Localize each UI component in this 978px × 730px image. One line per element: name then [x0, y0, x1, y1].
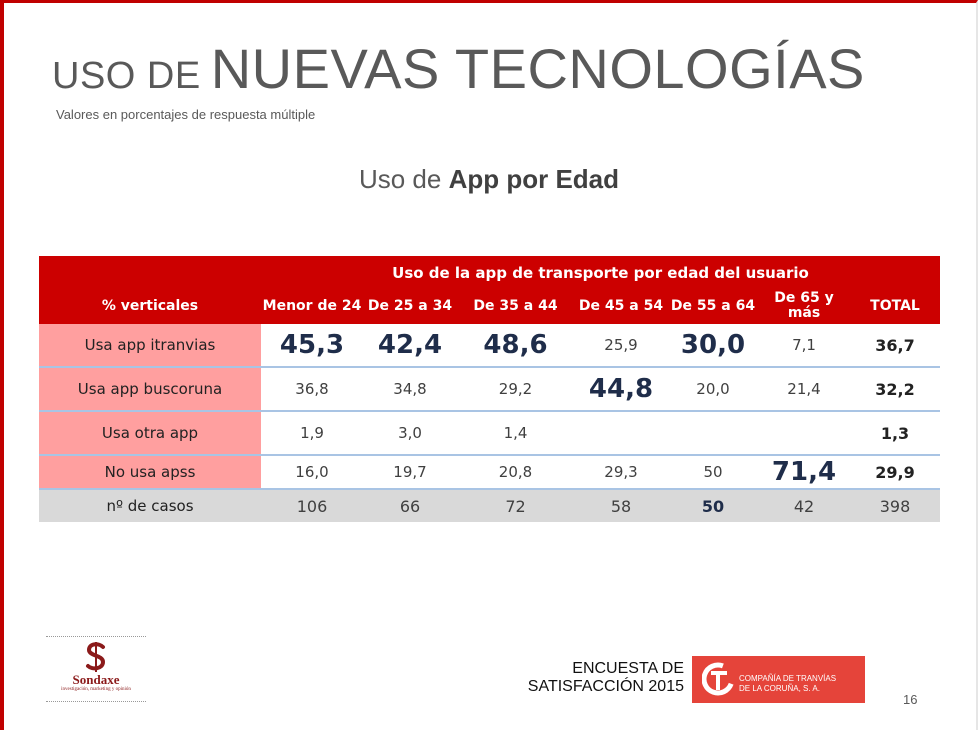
table-cell: 42: [758, 489, 850, 522]
survey-line-1: ENCUESTA DE: [572, 660, 684, 677]
table-cell: 20,8: [457, 455, 574, 490]
cases-row: nº de casos 106 66 72 58 50 42 398: [39, 489, 940, 522]
survey-line-2: SATISFACCIÓN 2015: [527, 678, 684, 695]
table-cell: 58: [574, 489, 668, 522]
table-cell: 66: [363, 489, 457, 522]
row-label: Usa app buscoruna: [39, 367, 261, 412]
sondaxe-logo: Sondaxe investigación, marketing y opini…: [46, 636, 146, 702]
section-heading-bold: App por Edad: [448, 164, 620, 194]
table-cell: 1,9: [261, 411, 363, 456]
table-cell: 30,0: [668, 324, 758, 368]
column-header: De 25 a 34: [363, 288, 457, 324]
table-cell: 50: [668, 489, 758, 522]
table-cell: 42,4: [363, 324, 457, 368]
tramway-logo-icon: [702, 662, 734, 696]
table-row: Usa app buscoruna 36,8 34,8 29,2 44,8 20…: [39, 367, 940, 412]
row-header-label: % verticales: [39, 288, 261, 324]
row-label: nº de casos: [39, 489, 261, 522]
page-subtitle: Valores en porcentajes de respuesta múlt…: [56, 107, 316, 122]
sondaxe-name: Sondaxe: [72, 672, 120, 687]
table-cell: [668, 411, 758, 456]
row-label: Usa app itranvias: [39, 324, 261, 368]
row-label: No usa apss: [39, 455, 261, 490]
table-cell: 7,1: [758, 324, 850, 368]
table-header-spacer: [39, 256, 261, 288]
table-cell: [758, 411, 850, 456]
column-header: Menor de 24: [261, 288, 363, 324]
column-header: De 65 y más: [758, 288, 850, 324]
table-cell: [574, 411, 668, 456]
survey-label: ENCUESTA DE SATISFACCIÓN 2015: [500, 660, 684, 696]
table-cell: 50: [668, 455, 758, 490]
table-cell-total: 32,2: [850, 367, 940, 412]
table-cell: 36,8: [261, 367, 363, 412]
company-name-line-2: DE LA CORUÑA, S. A.: [739, 684, 820, 693]
column-header: De 55 a 64: [668, 288, 758, 324]
table-cell-total: 29,9: [850, 455, 940, 490]
data-table: Uso de la app de transporte por edad del…: [39, 256, 940, 522]
table-cell: 44,8: [574, 367, 668, 412]
table-cell: 3,0: [363, 411, 457, 456]
table-cell: 71,4: [758, 455, 850, 490]
table-cell: 1,4: [457, 411, 574, 456]
title-main: NUEVAS TECNOLOGÍAS: [210, 37, 865, 100]
title-prefix: USO DE: [52, 55, 201, 97]
sondaxe-tagline: investigación, marketing y opinión: [61, 687, 131, 692]
table-cell: 72: [457, 489, 574, 522]
table-cell: 25,9: [574, 324, 668, 368]
page-number: 16: [903, 692, 918, 707]
table-row: No usa apss 16,0 19,7 20,8 29,3 50 71,4 …: [39, 455, 940, 490]
table-cell: 19,7: [363, 455, 457, 490]
table-cell: 21,4: [758, 367, 850, 412]
section-heading: Uso de App por Edad: [0, 164, 978, 195]
column-header: TOTAL: [850, 288, 940, 324]
table-caption: Uso de la app de transporte por edad del…: [261, 256, 940, 288]
column-header: De 45 a 54: [574, 288, 668, 324]
table-cell-total: 1,3: [850, 411, 940, 456]
table-cell: 48,6: [457, 324, 574, 368]
table-cell: 29,3: [574, 455, 668, 490]
column-header: De 35 a 44: [457, 288, 574, 324]
table-cell: 106: [261, 489, 363, 522]
table-row: Usa app itranvias 45,3 42,4 48,6 25,9 30…: [39, 324, 940, 368]
table-cell: 29,2: [457, 367, 574, 412]
table-cell: 34,8: [363, 367, 457, 412]
sondaxe-mark-icon: [86, 642, 106, 672]
company-name-line-1: COMPAÑÍA DE TRANVÍAS: [739, 674, 837, 683]
row-label: Usa otra app: [39, 411, 261, 456]
section-heading-normal: Uso de: [358, 164, 442, 194]
table-cell: 45,3: [261, 324, 363, 368]
table-row: Usa otra app 1,9 3,0 1,4 1,3: [39, 411, 940, 456]
company-logo: COMPAÑÍA DE TRANVÍAS DE LA CORUÑA, S. A.: [692, 656, 865, 703]
table-cell: 16,0: [261, 455, 363, 490]
table-cell-total: 36,7: [850, 324, 940, 368]
page-title: USO DE NUEVAS TECNOLOGÍAS: [52, 36, 865, 101]
table-cell: 398: [850, 489, 940, 522]
table-cell: 20,0: [668, 367, 758, 412]
company-name: COMPAÑÍA DE TRANVÍAS DE LA CORUÑA, S. A.: [739, 674, 836, 694]
